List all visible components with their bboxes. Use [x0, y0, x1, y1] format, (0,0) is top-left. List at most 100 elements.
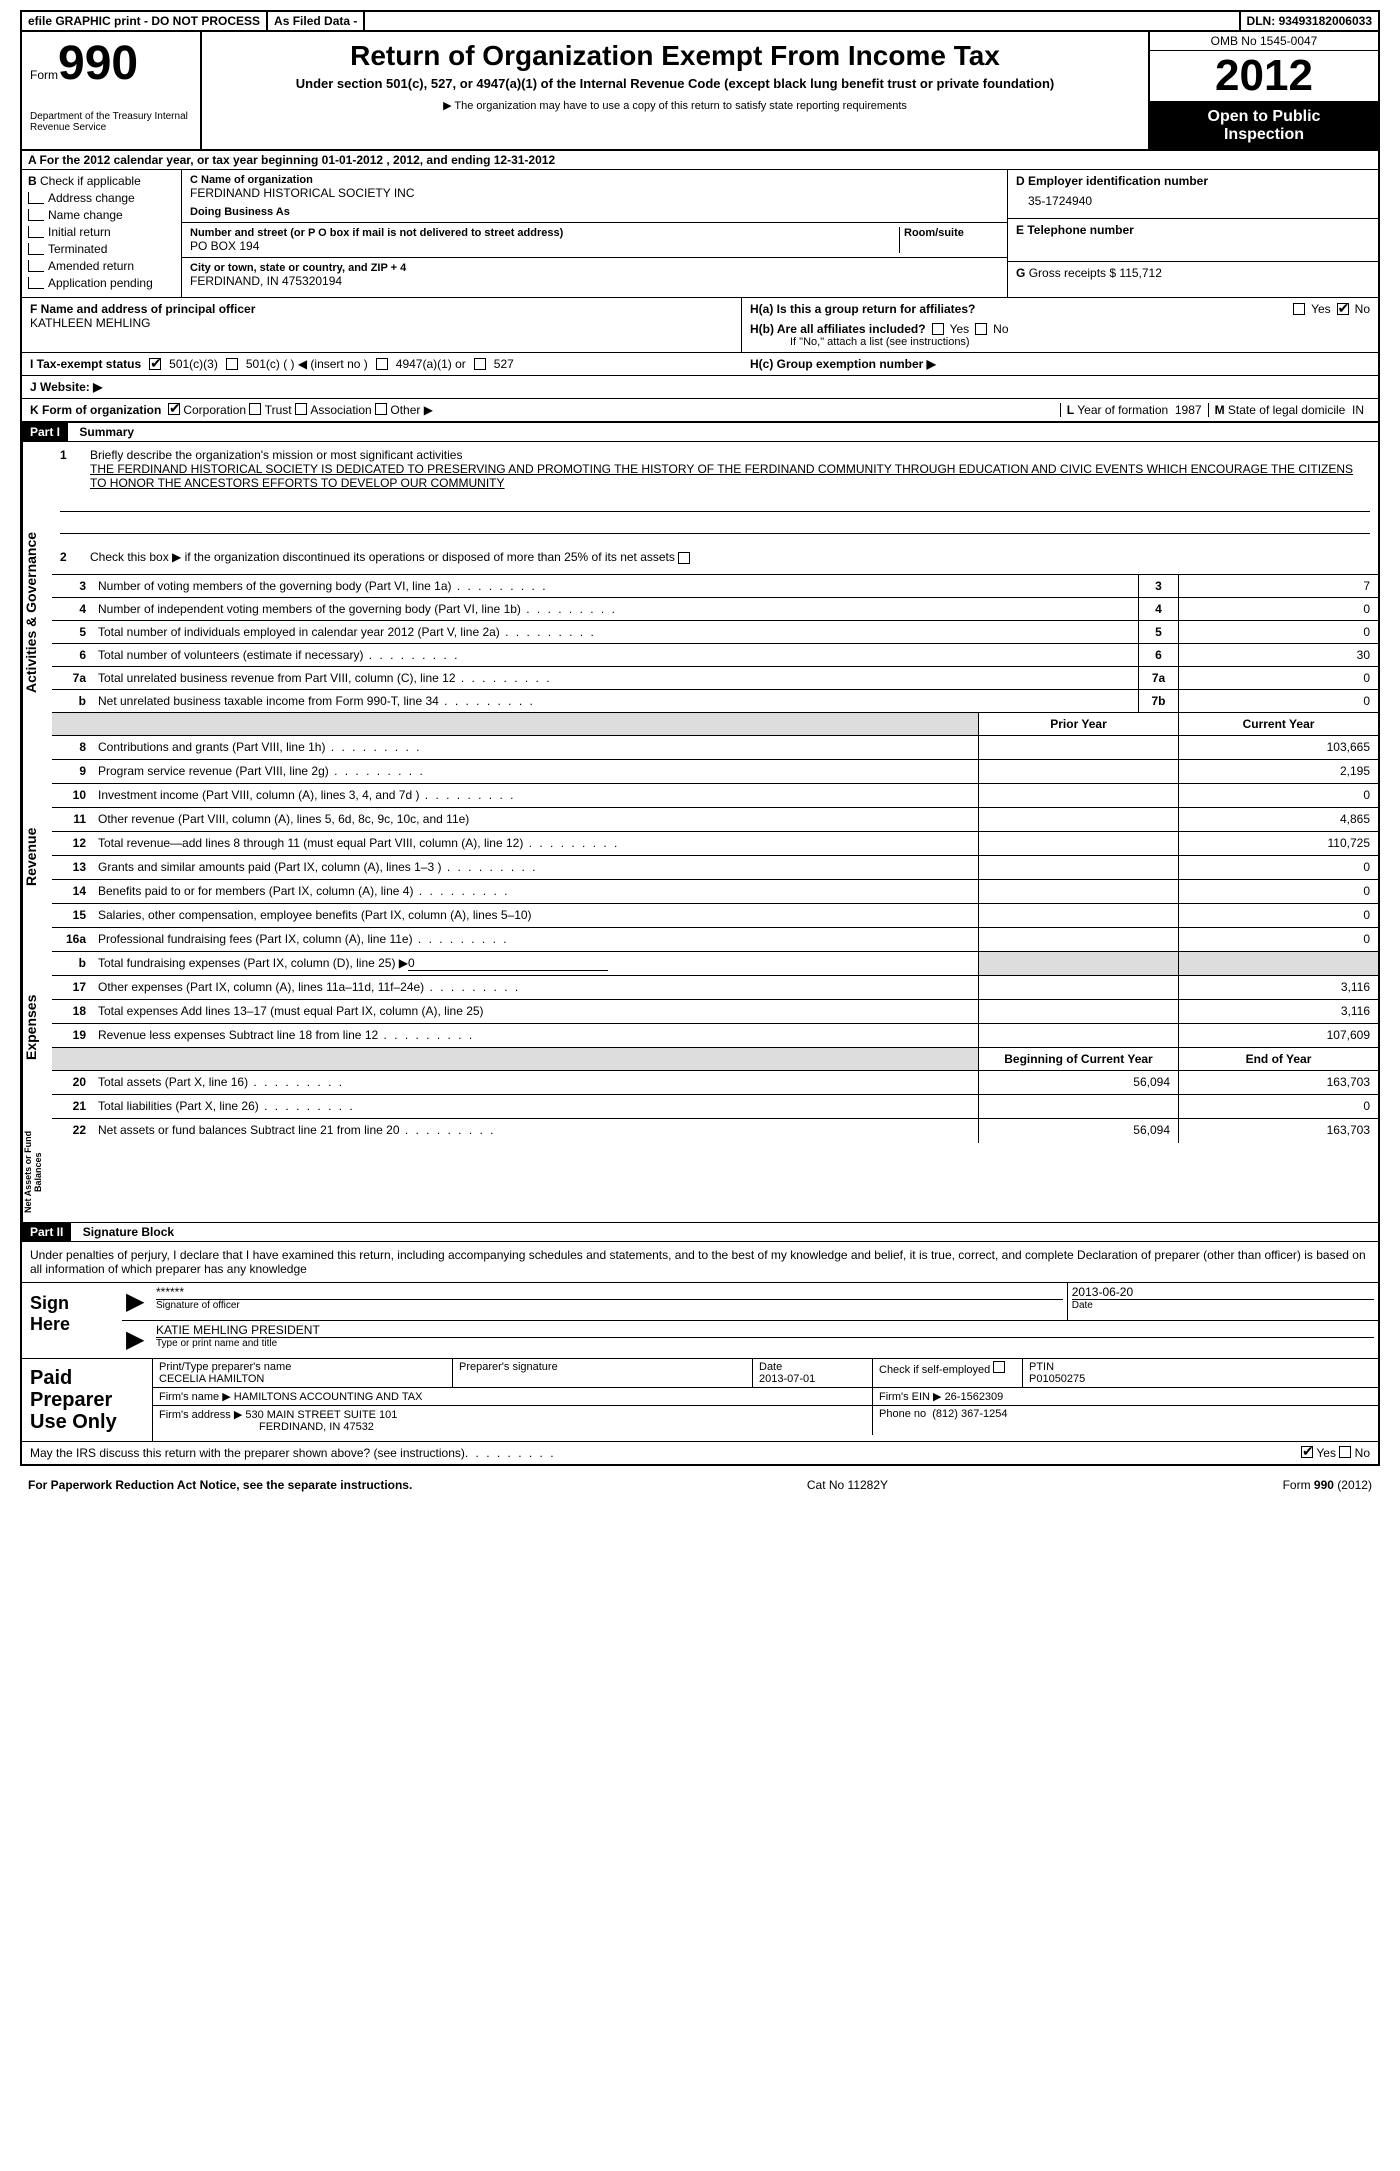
- form-number: 990: [58, 37, 138, 90]
- hb-no-checkbox[interactable]: [975, 323, 987, 335]
- checkbox-application-pending[interactable]: [28, 277, 44, 289]
- vtab-revenue: Revenue: [22, 782, 52, 932]
- line-19: 19Revenue less expenses Subtract line 18…: [52, 1024, 1378, 1048]
- gross-receipts: 115,712: [1119, 266, 1162, 280]
- hb-yes-checkbox[interactable]: [932, 323, 944, 335]
- corp-checkbox[interactable]: [168, 403, 180, 415]
- vtab-net-assets: Net Assets or Fund Balances: [22, 1122, 52, 1222]
- group-return-h: H(a) Is this a group return for affiliat…: [742, 298, 1378, 352]
- form-container: efile GRAPHIC print - DO NOT PROCESS As …: [20, 10, 1380, 1466]
- header-mid: Return of Organization Exempt From Incom…: [202, 32, 1148, 149]
- col-d-ids: D Employer identification number 35-1724…: [1008, 170, 1378, 297]
- part2-header: Part II Signature Block: [22, 1222, 1378, 1242]
- paid-preparer-label: Paid Preparer Use Only: [22, 1359, 152, 1441]
- part1-header: Part I Summary: [22, 423, 1378, 442]
- checkbox-name-change[interactable]: [28, 209, 44, 221]
- checkbox-initial-return[interactable]: [28, 226, 44, 238]
- city-label: City or town, state or country, and ZIP …: [190, 262, 999, 274]
- summary-body: Activities & Governance Revenue Expenses…: [22, 442, 1378, 1222]
- ha-yes-checkbox[interactable]: [1293, 303, 1305, 315]
- as-filed: As Filed Data -: [268, 12, 365, 30]
- col-c-entity: C Name of organization FERDINAND HISTORI…: [182, 170, 1008, 297]
- top-bar: efile GRAPHIC print - DO NOT PROCESS As …: [22, 12, 1378, 32]
- vtab-activities: Activities & Governance: [22, 442, 52, 782]
- footer-right: Form 990 (2012): [1283, 1478, 1372, 1492]
- line-18: 18Total expenses Add lines 13–17 (must e…: [52, 1000, 1378, 1024]
- omb-number: OMB No 1545-0047: [1150, 32, 1378, 51]
- open-inspection: Open to PublicInspection: [1150, 102, 1378, 149]
- perjury-statement: Under penalties of perjury, I declare th…: [22, 1242, 1378, 1282]
- line-11: 11Other revenue (Part VIII, column (A), …: [52, 808, 1378, 832]
- dept-text: Department of the Treasury Internal Reve…: [30, 111, 192, 133]
- col-b-checkboxes: B Check if applicable Address change Nam…: [22, 170, 182, 297]
- room-label: Room/suite: [904, 227, 999, 239]
- ein-label: D Employer identification number: [1016, 174, 1370, 188]
- footer-mid: Cat No 11282Y: [807, 1478, 888, 1492]
- other-checkbox[interactable]: [375, 403, 387, 415]
- form-header: Form990 Department of the Treasury Inter…: [22, 32, 1378, 151]
- tel-value: [1016, 237, 1370, 257]
- line-8: 8Contributions and grants (Part VIII, li…: [52, 736, 1378, 760]
- line-14: 14Benefits paid to or for members (Part …: [52, 880, 1378, 904]
- line-16a: 16aProfessional fundraising fees (Part I…: [52, 928, 1378, 952]
- checkbox-amended[interactable]: [28, 260, 44, 272]
- line-21: 21Total liabilities (Part X, line 26)0: [52, 1095, 1378, 1119]
- street-label: Number and street (or P O box if mail is…: [190, 227, 899, 239]
- tax-year: 2012: [1150, 51, 1378, 102]
- net-year-header: Beginning of Current Year End of Year: [52, 1048, 1378, 1071]
- line-4: 4Number of independent voting members of…: [52, 598, 1378, 621]
- form-word: Form: [30, 68, 58, 82]
- efile-notice: efile GRAPHIC print - DO NOT PROCESS: [22, 12, 268, 30]
- line-15: 15Salaries, other compensation, employee…: [52, 904, 1378, 928]
- arrow-icon: ▶: [122, 1321, 152, 1358]
- entity-block: B Check if applicable Address change Nam…: [22, 170, 1378, 298]
- 4947-checkbox[interactable]: [376, 358, 388, 370]
- tel-label: E Telephone number: [1016, 223, 1370, 237]
- line-12: 12Total revenue—add lines 8 through 11 (…: [52, 832, 1378, 856]
- dba-label: Doing Business As: [190, 206, 999, 218]
- street-value: PO BOX 194: [190, 239, 899, 253]
- line-7a: 7aTotal unrelated business revenue from …: [52, 667, 1378, 690]
- line-7b: bNet unrelated business taxable income f…: [52, 690, 1378, 713]
- line-13: 13Grants and similar amounts paid (Part …: [52, 856, 1378, 880]
- summary-content: 1Briefly describe the organization's mis…: [52, 442, 1378, 1222]
- line-5: 5Total number of individuals employed in…: [52, 621, 1378, 644]
- line-1: 1Briefly describe the organization's mis…: [52, 442, 1378, 540]
- ein-value: 35-1724940: [1016, 188, 1370, 214]
- header-left: Form990 Department of the Treasury Inter…: [22, 32, 202, 149]
- ha-no-checkbox[interactable]: [1337, 303, 1349, 315]
- assoc-checkbox[interactable]: [295, 403, 307, 415]
- org-name-label: C Name of organization: [190, 174, 999, 186]
- header-right: OMB No 1545-0047 2012 Open to PublicInsp…: [1148, 32, 1378, 149]
- form-org-row: K Form of organization Corporation Trust…: [22, 399, 1378, 423]
- city-value: FERDINAND, IN 475320194: [190, 274, 999, 288]
- pointer-text: ▶ The organization may have to use a cop…: [212, 99, 1138, 112]
- self-employed-checkbox[interactable]: [993, 1361, 1005, 1373]
- principal-officer: F Name and address of principal officer …: [22, 298, 742, 352]
- form-title: Return of Organization Exempt From Incom…: [212, 40, 1138, 72]
- checkbox-address-change[interactable]: [28, 192, 44, 204]
- line-17: 17Other expenses (Part IX, column (A), l…: [52, 976, 1378, 1000]
- line-6: 6Total number of volunteers (estimate if…: [52, 644, 1378, 667]
- paid-preparer-block: Paid Preparer Use Only Print/Type prepar…: [22, 1358, 1378, 1441]
- arrow-icon: ▶: [122, 1283, 152, 1320]
- sign-here-label: Sign Here: [22, 1283, 122, 1358]
- vtab-expenses: Expenses: [22, 932, 52, 1122]
- 527-checkbox[interactable]: [474, 358, 486, 370]
- trust-checkbox[interactable]: [249, 403, 261, 415]
- officer-group-row: F Name and address of principal officer …: [22, 298, 1378, 353]
- discuss-no-checkbox[interactable]: [1339, 1446, 1351, 1458]
- discuss-yes-checkbox[interactable]: [1301, 1446, 1313, 1458]
- line-22: 22Net assets or fund balances Subtract l…: [52, 1119, 1378, 1143]
- dln: DLN: 93493182006033: [1241, 12, 1378, 30]
- tax-status: I Tax-exempt status 501(c)(3) 501(c) ( )…: [22, 353, 742, 375]
- line-3: 3Number of voting members of the governi…: [52, 575, 1378, 598]
- form-subtitle: Under section 501(c), 527, or 4947(a)(1)…: [212, 76, 1138, 93]
- line-9: 9Program service revenue (Part VIII, lin…: [52, 760, 1378, 784]
- topbar-spacer: [365, 12, 1240, 30]
- 501c3-checkbox[interactable]: [149, 358, 161, 370]
- line2-checkbox[interactable]: [678, 552, 690, 564]
- 501c-checkbox[interactable]: [226, 358, 238, 370]
- checkbox-terminated[interactable]: [28, 243, 44, 255]
- discuss-row: May the IRS discuss this return with the…: [22, 1441, 1378, 1464]
